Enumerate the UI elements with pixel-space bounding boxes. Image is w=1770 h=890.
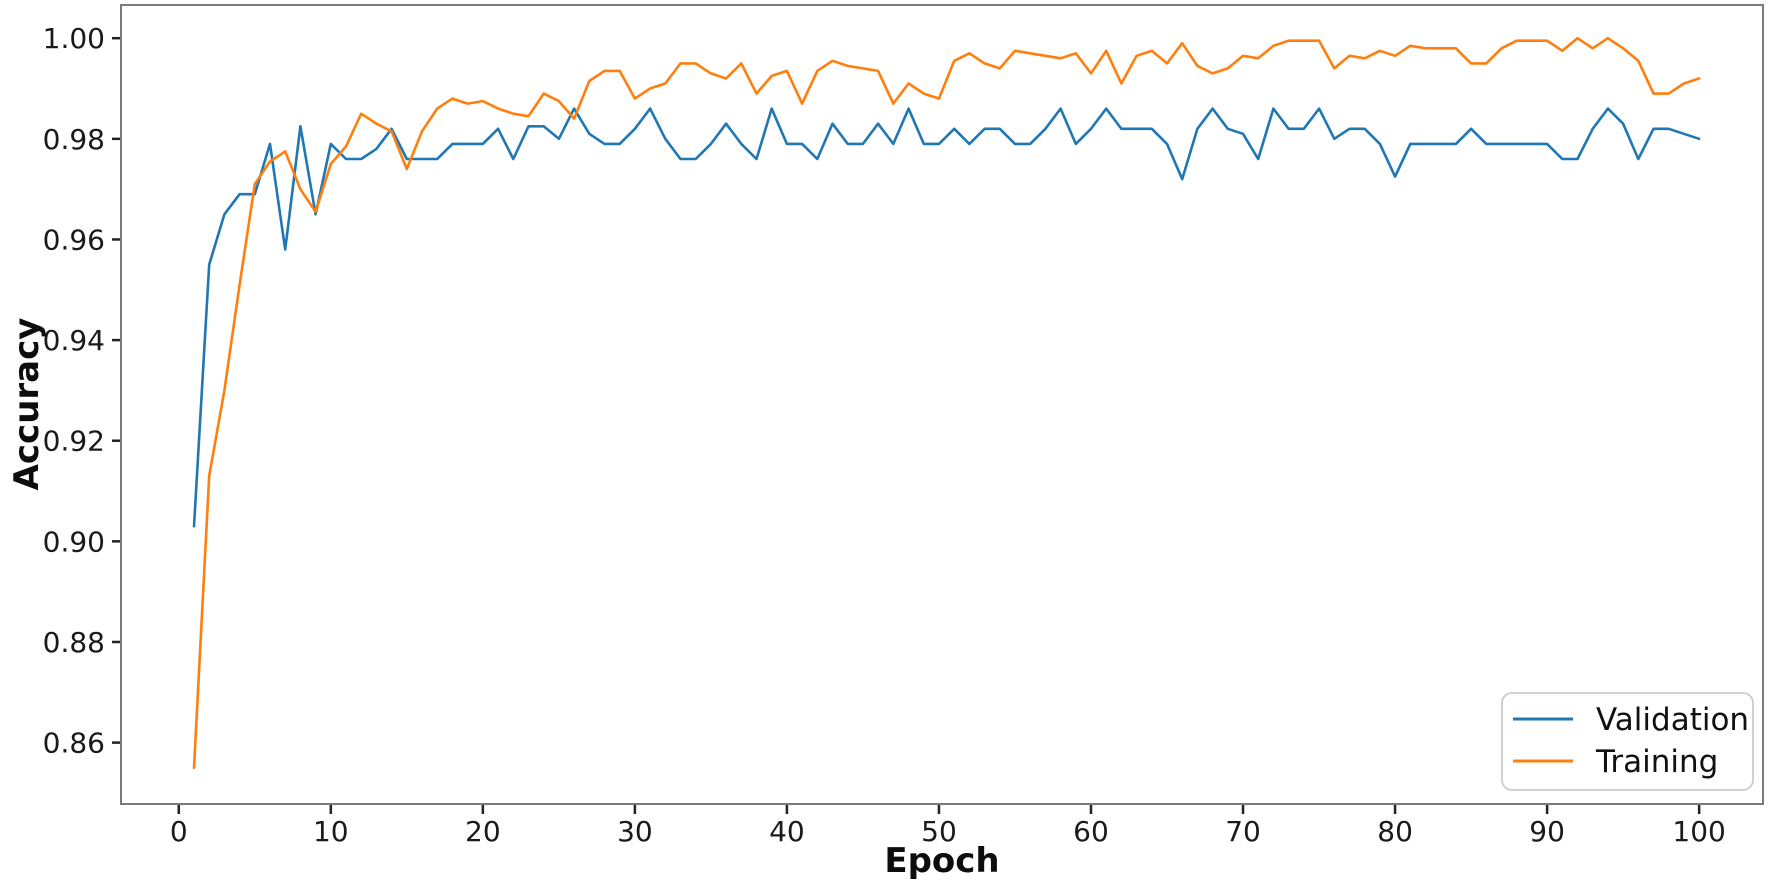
y-tick-label: 0.98 — [43, 123, 105, 156]
x-tick-label: 80 — [1377, 815, 1413, 848]
y-axis-label: Accuracy — [7, 318, 47, 491]
plot-area-border — [120, 4, 1764, 805]
legend-item-training: Training — [1513, 744, 1718, 780]
y-tick-label: 0.96 — [43, 223, 105, 256]
validation-line — [192, 107, 1701, 528]
y-axis-ticks: 0.86 0.88 0.90 0.92 0.94 0.96 0.98 1.00 — [43, 22, 120, 760]
y-tick-label: 0.92 — [43, 425, 105, 458]
training-legend-label: Training — [1595, 744, 1718, 780]
x-tick-label: 30 — [617, 815, 653, 848]
y-tick-label: 1.00 — [43, 22, 105, 55]
x-tick-label: 40 — [769, 815, 805, 848]
plot-series — [192, 36, 1701, 770]
x-axis-label: Epoch — [884, 841, 999, 881]
y-tick-label: 0.86 — [43, 727, 105, 760]
legend-item-validation: Validation — [1513, 702, 1749, 738]
validation-legend-label: Validation — [1596, 702, 1749, 738]
legend-box — [1501, 692, 1754, 791]
x-tick-label: 0 — [170, 815, 188, 848]
x-tick-label: 20 — [465, 815, 501, 848]
x-axis-ticks: 0 10 20 30 40 50 60 70 80 90 100 — [170, 805, 1726, 848]
training-line — [192, 36, 1701, 770]
y-tick-label: 0.88 — [43, 626, 105, 659]
y-tick-label: 0.94 — [43, 324, 105, 357]
y-tick-label: 0.90 — [43, 525, 105, 558]
x-tick-label: 90 — [1529, 815, 1565, 848]
x-tick-label: 50 — [921, 815, 957, 848]
x-tick-label: 10 — [313, 815, 349, 848]
x-tick-label: 70 — [1225, 815, 1261, 848]
x-tick-label: 60 — [1073, 815, 1109, 848]
legend: Validation Training — [1501, 692, 1754, 791]
x-tick-label: 100 — [1672, 815, 1725, 848]
